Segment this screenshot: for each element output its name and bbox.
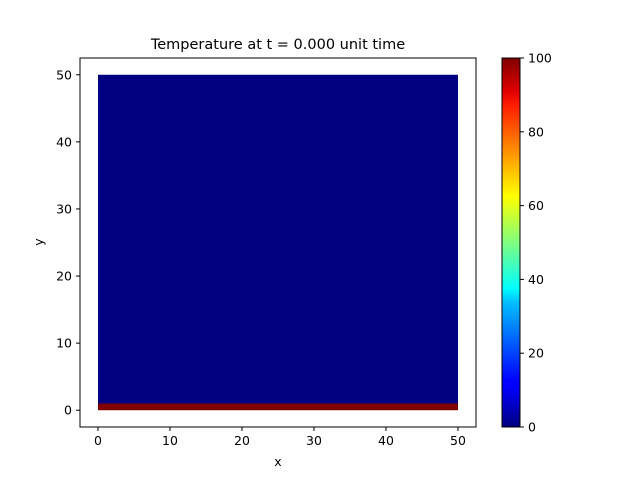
y-axis: 0 10 20 30 40 50 [56, 67, 80, 418]
x-tick-label: 50 [450, 433, 466, 448]
y-tick-label: 40 [56, 134, 72, 149]
colorbar-tick-label: 0 [528, 420, 536, 435]
colorbar-tick-label: 60 [528, 198, 544, 213]
x-tick-label: 20 [234, 433, 250, 448]
x-tick-label: 30 [306, 433, 322, 448]
colorbar-tick-label: 100 [528, 51, 552, 66]
y-axis-label: y [31, 238, 46, 246]
heatmap-region-0 [98, 74, 458, 404]
x-axis-label: x [274, 454, 281, 469]
y-tick-label: 50 [56, 67, 72, 82]
colorbar-frame [501, 57, 521, 428]
heatmap-field [98, 74, 458, 411]
x-tick-label: 10 [162, 433, 178, 448]
chart-title: Temperature at t = 0.000 unit time [150, 37, 405, 53]
colorbar-tick-label: 80 [528, 124, 544, 139]
y-tick-label: 20 [56, 269, 72, 284]
colorbar-ticks: 0 20 40 60 80 100 [520, 51, 552, 435]
x-tick-label: 40 [378, 433, 394, 448]
x-axis: 0 10 20 30 40 50 [94, 427, 466, 448]
y-tick-label: 30 [56, 201, 72, 216]
colorbar: 0 20 40 60 80 100 [501, 51, 552, 435]
colorbar-tick-label: 40 [528, 272, 544, 287]
y-tick-label: 10 [56, 336, 72, 351]
heatmap-region-1 [98, 403, 458, 411]
y-tick-label: 0 [64, 403, 72, 418]
x-tick-label: 0 [94, 433, 102, 448]
colorbar-gradient [502, 58, 520, 427]
plot-area [79, 57, 477, 428]
colorbar-tick-label: 20 [528, 346, 544, 361]
axes-frame [79, 57, 477, 428]
